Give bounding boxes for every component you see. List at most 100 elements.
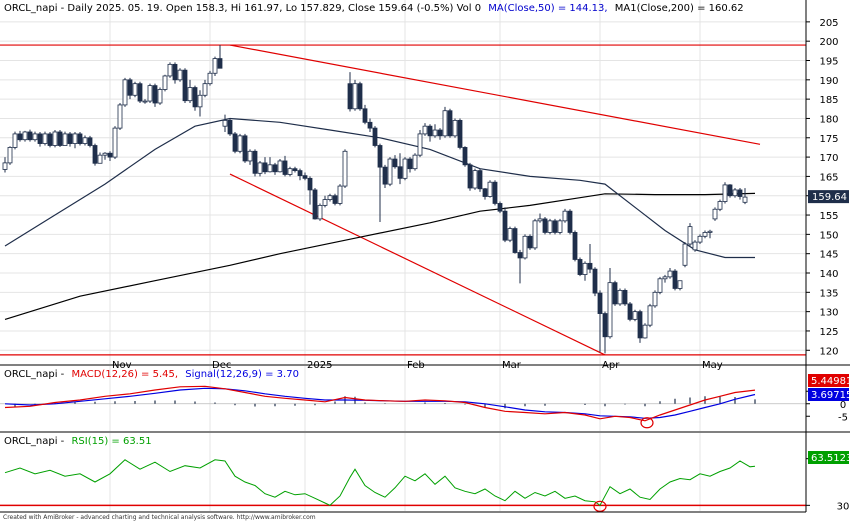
candle [547,218,553,235]
candle [452,118,458,138]
candle [137,81,143,103]
candle-body-down [77,133,83,144]
candle [562,208,568,223]
candle-body-up [157,89,163,104]
candle-body-down [497,203,503,212]
ma200-legend: MA1(Close,200) = 160.62 [615,3,744,14]
candle-body-down [367,121,373,129]
candle-body-down [272,164,278,173]
candle-body-up [557,220,563,233]
candle-body-down [372,127,378,146]
candle [467,162,473,191]
candle [667,267,673,279]
candle [92,143,98,166]
candle [102,152,108,160]
candle [287,166,293,177]
macd-value-badge-text: 5.44981 [811,376,850,387]
candle-body-up [42,133,48,144]
candle [557,218,563,235]
candle-body-up [432,129,438,137]
svg-text:ORCL_napi - Daily 2025. 05. 19: ORCL_napi - Daily 2025. 05. 19. Open 158… [4,3,744,14]
candle [457,118,463,150]
candle [72,131,78,149]
candle-body-up [2,162,8,170]
ma50-legend: MA(Close,50) = 144.13, [488,3,607,14]
macd-tick-label: -5 [838,412,848,423]
candle [522,234,528,260]
candle-body-down [232,133,238,152]
candle-body-up [422,125,428,135]
candle [277,159,283,173]
candle [497,201,503,214]
candle [412,153,418,171]
candle [447,108,453,138]
close-price-badge: 159.64 [808,190,849,204]
candle-body-down [502,210,508,241]
candle [492,180,498,206]
candle-body-up [742,196,748,203]
price-tick-label: 180 [819,114,838,125]
rsi-title-prefix: ORCL_napi - [4,436,65,447]
candle-body-down [567,210,573,233]
candle-body-up [732,189,738,197]
candle-body-down [587,262,593,270]
candle [112,126,118,160]
candle-body-up [147,85,153,102]
price-tick-label: 120 [819,346,838,357]
signal-legend: Signal(12,26,9) = 3.70 [185,369,299,380]
ma50-line [4,117,755,259]
candle-body-up [162,75,168,90]
candle-body-down [637,311,643,339]
candle-body-up [402,158,408,179]
candle [682,242,688,268]
candle-body-up [562,210,568,222]
candle [217,45,223,69]
candle [507,226,513,243]
candle [282,155,288,177]
candle-body-down [512,228,518,253]
candle-body-up [337,185,343,204]
candle [632,309,638,322]
candle [117,103,123,131]
candle-body-down [92,145,98,164]
candle-body-up [12,133,18,148]
candle [247,149,253,165]
macd-annotation-circle [640,417,654,429]
candle [472,168,478,190]
candle-body-up [617,289,623,305]
candle [437,128,443,140]
candle [407,157,413,173]
candle [292,166,298,173]
candle [352,79,358,111]
price-tick-label: 190 [819,76,838,87]
candle [2,157,8,173]
candle [637,309,643,343]
candle-body-up [537,218,543,222]
candle-body-down [397,166,403,179]
candle-body-up [452,119,458,137]
candle-body-down [462,147,468,166]
candle-body-down [107,152,113,158]
candle-body-down [457,119,463,148]
candle-body-down [182,69,188,102]
candle-body-down [737,189,743,197]
candle-body-down [627,303,633,320]
trend-line [229,173,606,356]
candle [597,290,603,353]
candle [67,131,73,147]
candle [692,240,698,252]
candle-body-up [687,226,693,245]
rsi-annotation-circle [593,500,607,512]
candle-body-down [252,150,258,174]
candle-body-up [387,158,393,185]
candle [717,199,723,212]
ma200-line [4,192,756,320]
candle [382,164,388,188]
candle-body-up [112,127,118,158]
candle [587,244,593,273]
candle [402,157,408,181]
candle-body-down [87,137,93,146]
candle [322,195,328,208]
candle [262,157,268,175]
candle [687,223,693,246]
